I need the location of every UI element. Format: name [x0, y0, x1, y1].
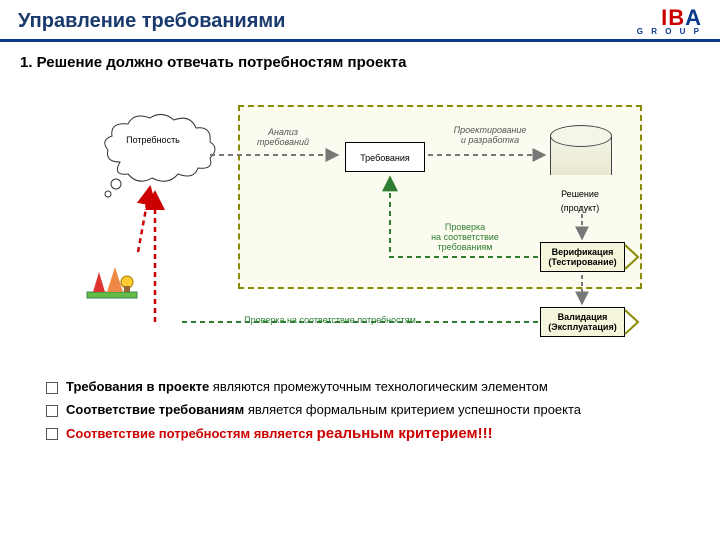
node-verification: Верификация (Тестирование): [540, 242, 625, 272]
header: Управление требованиями IBA G R O U P: [0, 0, 720, 35]
node-validation: Валидация (Эксплуатация): [540, 307, 625, 337]
checkbox-icon: [46, 428, 58, 440]
logo-subtext: G R O U P: [637, 28, 702, 35]
bullet-3: Соответствие потребностям является реаль…: [46, 425, 674, 442]
product-label: (продукт): [545, 203, 615, 213]
label-check-req: Проверка на соответствие требованиям: [410, 222, 520, 252]
bullet-list: Требования в проекте являются промежуточ…: [20, 367, 700, 442]
diagram: Потребность Требования Решение (продукт)…: [20, 77, 700, 367]
scene-icon: [85, 252, 140, 307]
logo-text: IBA: [661, 8, 702, 28]
logo: IBA G R O U P: [637, 8, 702, 35]
label-analysis: Анализ требований: [248, 127, 318, 147]
subtitle: 1. Решение должно отвечать потребностям …: [20, 54, 700, 71]
content: 1. Решение должно отвечать потребностям …: [0, 42, 720, 442]
bullet-2: Соответствие требованиям является формал…: [46, 402, 674, 417]
cloud-label: Потребность: [103, 135, 203, 145]
node-solution: Решение (продукт): [550, 125, 610, 185]
page-title: Управление требованиями: [18, 10, 285, 33]
node-requirements: Требования: [345, 142, 425, 172]
label-check-need: Проверка на соответствие потребностям: [200, 315, 460, 325]
label-design: Проектирование и разработка: [440, 125, 540, 145]
cloud-need: [100, 112, 210, 182]
solution-label: Решение: [545, 189, 615, 199]
checkbox-icon: [46, 382, 58, 394]
checkbox-icon: [46, 405, 58, 417]
bullet-1: Требования в проекте являются промежуточ…: [46, 379, 674, 394]
